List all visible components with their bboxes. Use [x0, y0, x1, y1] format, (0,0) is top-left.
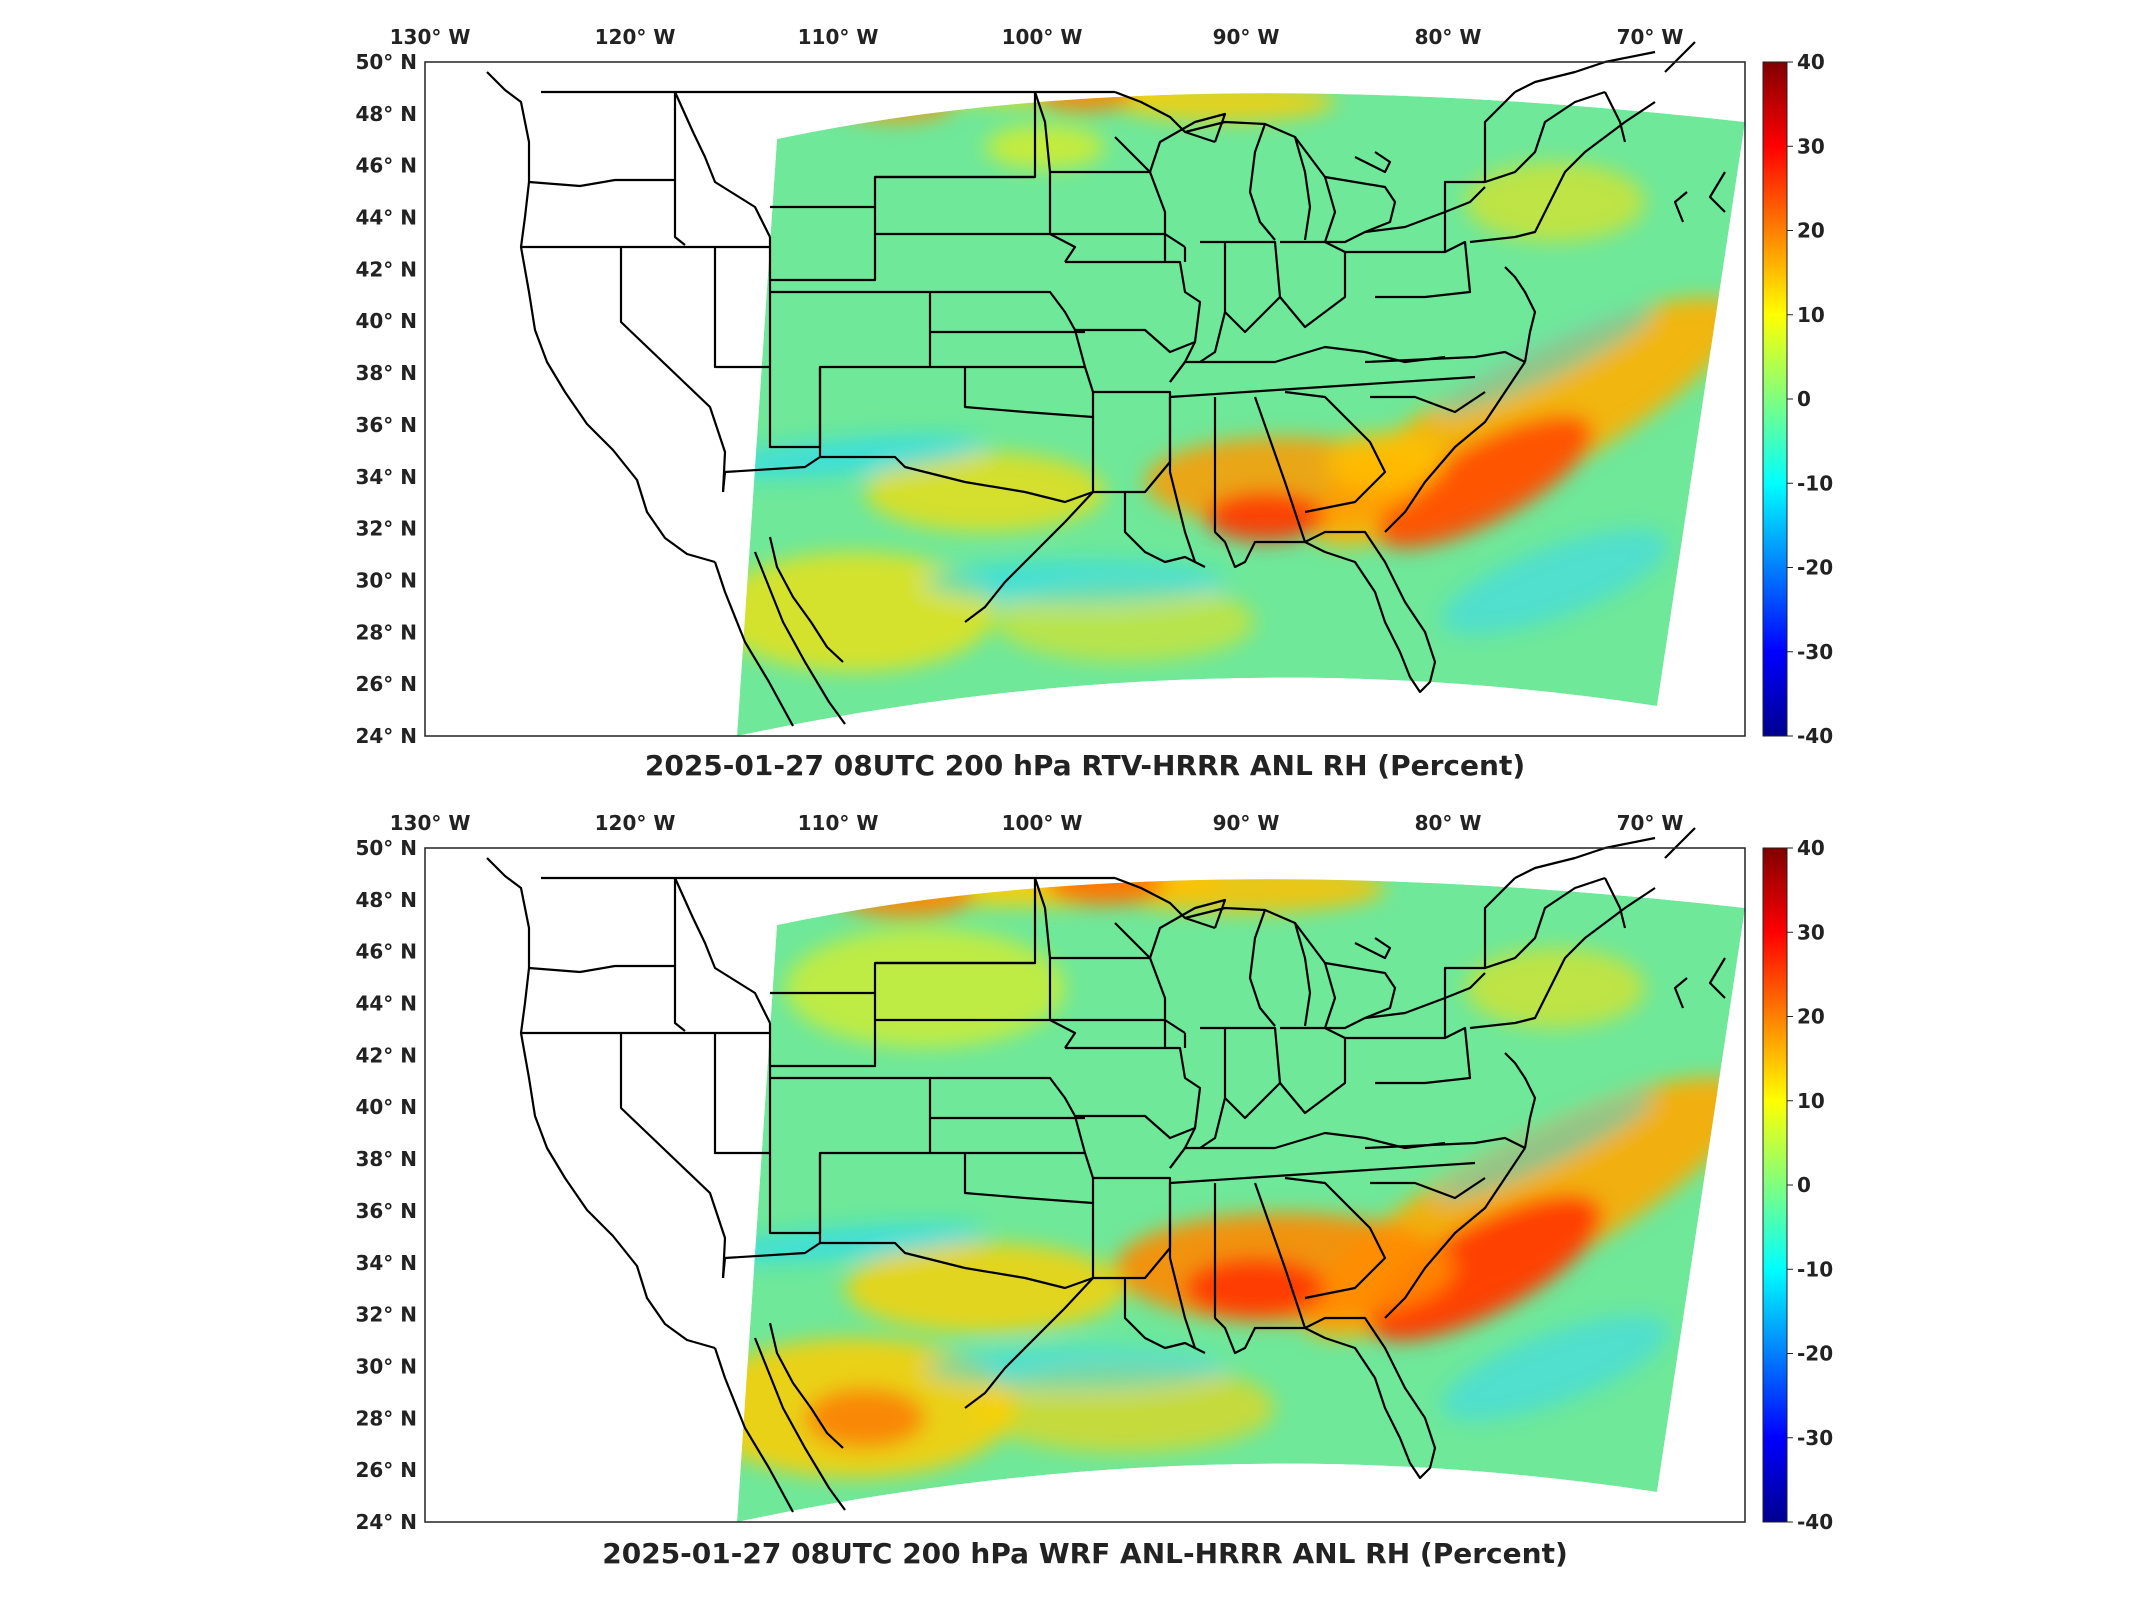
latitude-labels: 50° N 48° N 46° N 44° N 42° N 40° N 38° N 36° N… [355, 836, 417, 1534]
longitude-label: 80° W [1415, 811, 1482, 835]
colorbar-tick-label: -40 [1797, 1510, 1833, 1534]
longitude-label: 90° W [1213, 811, 1280, 835]
panel-title: 2025-01-27 08UTC 200 hPa RTV-HRRR ANL RH… [645, 749, 1525, 782]
latitude-label: 46° N [355, 940, 417, 964]
longitude-label: 110° W [798, 25, 879, 49]
longitude-label: 130° W [390, 811, 471, 835]
latitude-labels: 50° N 48° N 46° N 44° N 42° N 40° N 38° N 36° N… [355, 50, 417, 748]
colorbar-tick-label: -20 [1797, 1342, 1833, 1366]
longitude-label: 130° W [390, 25, 471, 49]
colorbar-tick-label: 10 [1797, 303, 1825, 327]
latitude-label: 26° N [355, 1458, 417, 1482]
colorbar-ticks: 40 30 20 10 0 -10 -20 -30 -40 [1787, 50, 1833, 748]
longitude-label: 110° W [798, 811, 879, 835]
latitude-label: 34° N [355, 1251, 417, 1275]
colorbar [1762, 847, 1788, 1523]
latitude-label: 34° N [355, 465, 417, 489]
colorbar-ticks: 40 30 20 10 0 -10 -20 -30 -40 [1787, 836, 1833, 1534]
latitude-label: 40° N [355, 1095, 417, 1119]
latitude-label: 40° N [355, 309, 417, 333]
colorbar-tick-label: 30 [1797, 134, 1825, 158]
latitude-label: 46° N [355, 154, 417, 178]
colorbar-tick-label: 10 [1797, 1089, 1825, 1113]
latitude-label: 48° N [355, 888, 417, 912]
colorbar-tick-label: -30 [1797, 640, 1833, 664]
colorbar-tick-label: -10 [1797, 471, 1833, 495]
longitude-label: 120° W [595, 25, 676, 49]
colorbar-tick-label: 20 [1797, 1005, 1825, 1029]
latitude-label: 36° N [355, 1199, 417, 1223]
map-area [424, 40, 1765, 737]
latitude-label: 30° N [355, 1354, 417, 1378]
latitude-label: 50° N [355, 50, 417, 74]
longitude-labels: 130° W 120° W 110° W 100° W 90° W 80° W 70° W [390, 811, 1684, 835]
longitude-label: 100° W [1002, 811, 1083, 835]
map-panel-wrf: 130° W 120° W 110° W 100° W 90° W 80° W 70° W … [355, 811, 1833, 1570]
colorbar-tick-label: 0 [1797, 387, 1811, 411]
longitude-labels: 130° W 120° W 110° W 100° W 90° W 80° W 70° W [390, 25, 1684, 49]
colorbar [1762, 61, 1788, 737]
panel-title: 2025-01-27 08UTC 200 hPa WRF ANL-HRRR AN… [602, 1537, 1568, 1570]
colorbar-tick-label: 20 [1797, 219, 1825, 243]
rh-difference-field [704, 60, 1765, 736]
latitude-label: 44° N [355, 206, 417, 230]
rh-difference-field [695, 850, 1776, 1522]
latitude-label: 42° N [355, 1043, 417, 1067]
longitude-label: 70° W [1617, 811, 1684, 835]
latitude-label: 24° N [355, 724, 417, 748]
longitude-label: 90° W [1213, 25, 1280, 49]
longitude-label: 70° W [1617, 25, 1684, 49]
colorbar-tick-label: 0 [1797, 1173, 1811, 1197]
colorbar-tick-label: 40 [1797, 836, 1825, 860]
map-frame [424, 61, 1746, 737]
map-panel-rtv: 130° W 120° W 110° W 100° W 90° W 80° W 70° W … [355, 25, 1833, 782]
latitude-label: 48° N [355, 102, 417, 126]
latitude-label: 28° N [355, 620, 417, 644]
map-frame [424, 847, 1746, 1523]
colorbar-tick-label: -30 [1797, 1426, 1833, 1450]
longitude-label: 100° W [1002, 25, 1083, 49]
latitude-label: 38° N [355, 1147, 417, 1171]
latitude-label: 36° N [355, 413, 417, 437]
colorbar-tick-label: -10 [1797, 1257, 1833, 1281]
latitude-label: 30° N [355, 568, 417, 592]
latitude-label: 26° N [355, 672, 417, 696]
colorbar-tick-label: 30 [1797, 920, 1825, 944]
latitude-label: 28° N [355, 1406, 417, 1430]
latitude-label: 50° N [355, 836, 417, 860]
latitude-label: 32° N [355, 1303, 417, 1327]
map-area [424, 826, 1776, 1523]
latitude-label: 44° N [355, 992, 417, 1016]
latitude-label: 24° N [355, 1510, 417, 1534]
latitude-label: 38° N [355, 361, 417, 385]
colorbar-tick-label: -40 [1797, 724, 1833, 748]
latitude-label: 42° N [355, 257, 417, 281]
colorbar-tick-label: 40 [1797, 50, 1825, 74]
latitude-label: 32° N [355, 517, 417, 541]
longitude-label: 120° W [595, 811, 676, 835]
longitude-label: 80° W [1415, 25, 1482, 49]
colorbar-tick-label: -20 [1797, 556, 1833, 580]
